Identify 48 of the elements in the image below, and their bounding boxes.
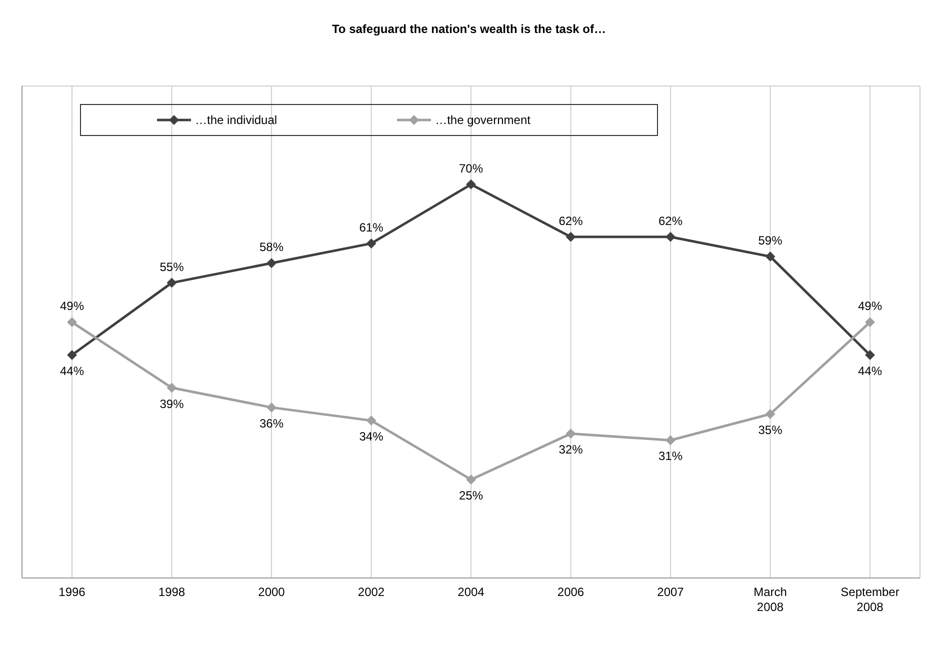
data-label: 39% — [160, 396, 184, 411]
x-tick-label: 1996 — [58, 585, 86, 599]
point — [166, 382, 177, 393]
data-label: 44% — [60, 364, 84, 378]
data-label: 49% — [60, 299, 84, 314]
point — [67, 317, 77, 328]
point — [566, 232, 576, 242]
x-tick-label: 2004 — [458, 585, 485, 599]
data-label: 70% — [458, 161, 484, 176]
point — [865, 350, 875, 360]
x-tick-label: March 2008 — [754, 585, 787, 614]
data-label: 25% — [458, 488, 484, 503]
data-label: 58% — [259, 240, 284, 254]
data-label: 55% — [160, 260, 184, 274]
x-tick-label: 2007 — [657, 585, 684, 599]
point — [366, 238, 376, 248]
point — [865, 317, 875, 328]
data-label: 32% — [558, 442, 584, 457]
data-label: 59% — [758, 234, 783, 248]
legend-label: …the government — [435, 113, 530, 127]
data-label: 36% — [259, 416, 284, 430]
point — [67, 350, 77, 360]
x-tick-label: 2006 — [557, 585, 584, 599]
point — [666, 435, 676, 446]
data-label: 62% — [558, 214, 584, 228]
data-label: 35% — [758, 423, 783, 437]
point — [266, 402, 276, 412]
legend-label: …the individual — [195, 113, 278, 127]
data-label: 44% — [858, 364, 882, 378]
point — [466, 474, 476, 485]
x-tick-label: 2002 — [358, 585, 385, 599]
point — [266, 258, 276, 268]
x-tick-label: 2000 — [258, 585, 286, 599]
data-label: 49% — [858, 299, 882, 314]
data-label: 62% — [658, 214, 683, 228]
point — [366, 416, 376, 426]
x-tick-label: 1998 — [158, 585, 186, 599]
x-tick-label: September 2008 — [840, 585, 900, 614]
data-label: 31% — [658, 449, 683, 464]
point — [666, 232, 676, 242]
data-label: 61% — [359, 220, 384, 234]
point — [466, 179, 476, 190]
data-label: 34% — [359, 430, 384, 444]
chart-title: To safeguard the nation's wealth is the task of… — [330, 22, 607, 36]
point — [765, 409, 776, 419]
point — [166, 278, 177, 288]
point — [566, 428, 576, 439]
point — [765, 252, 776, 262]
